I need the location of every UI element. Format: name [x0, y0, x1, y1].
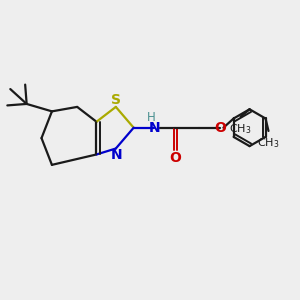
Text: H: H	[146, 111, 155, 124]
Text: O: O	[169, 151, 181, 165]
Text: N: N	[111, 148, 122, 162]
Text: N: N	[148, 121, 160, 135]
Text: CH$_3$: CH$_3$	[257, 136, 280, 149]
Text: CH$_3$: CH$_3$	[229, 122, 251, 136]
Text: O: O	[214, 121, 226, 135]
Text: S: S	[111, 93, 122, 107]
